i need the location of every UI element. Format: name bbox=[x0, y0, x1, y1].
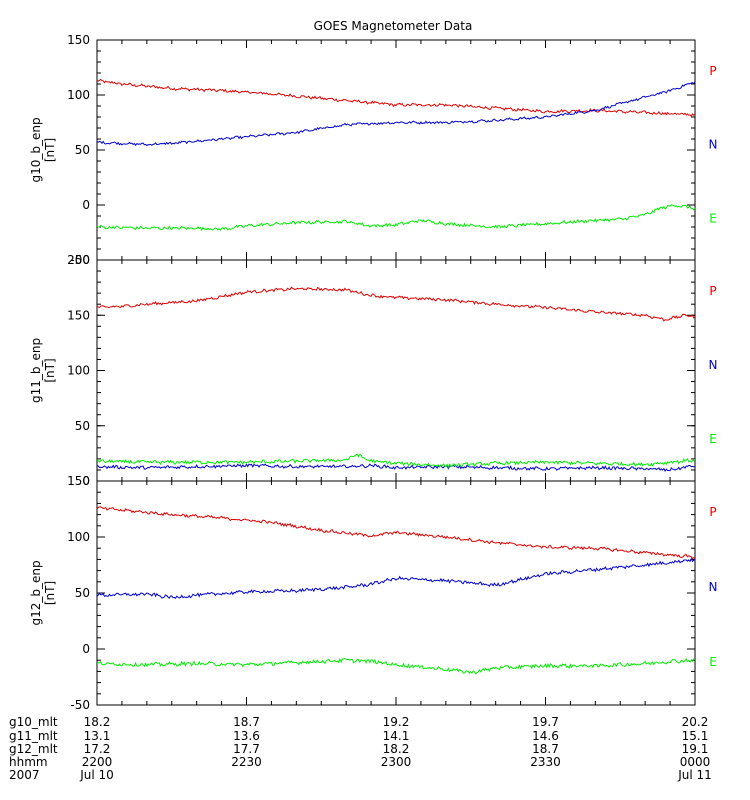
legend-e: E bbox=[709, 432, 717, 446]
y-axis-unit: [nT] bbox=[43, 138, 57, 162]
x-label-value: 2230 bbox=[231, 755, 262, 769]
y-tick-label: 0 bbox=[82, 474, 90, 488]
y-tick-label: 100 bbox=[67, 364, 90, 378]
x-label-value: 13.6 bbox=[233, 729, 260, 743]
y-tick-label: 150 bbox=[67, 474, 90, 488]
y-axis-label: g10_b_enp bbox=[29, 117, 43, 182]
series-line-e bbox=[96, 657, 696, 675]
plot-frame bbox=[96, 39, 696, 261]
series-line-p bbox=[96, 286, 696, 322]
panel-g12: -50 0 50 100 150 g12_b_enp [nT] P N E bbox=[29, 474, 717, 712]
x-label-value: 2300 bbox=[381, 755, 412, 769]
x-label-value: 19.2 bbox=[383, 715, 410, 729]
x-label-row-name: 2007 bbox=[9, 768, 40, 782]
y-tick-label: 50 bbox=[75, 586, 90, 600]
y-tick-label: 200 bbox=[67, 253, 90, 267]
x-label-value: 13.1 bbox=[84, 729, 111, 743]
x-label-value: Jul 11 bbox=[677, 768, 712, 782]
x-label-value: 17.2 bbox=[84, 742, 111, 756]
y-axis-unit: [nT] bbox=[43, 358, 57, 382]
y-tick-label: -50 bbox=[70, 698, 90, 712]
series-line-n bbox=[96, 81, 696, 147]
legend-n: N bbox=[709, 138, 718, 152]
x-label-row-name: g12_mlt bbox=[9, 742, 58, 756]
x-label-value: 18.2 bbox=[383, 742, 410, 756]
y-tick-label: 150 bbox=[67, 33, 90, 47]
plot-frame bbox=[96, 259, 696, 482]
x-label-value: 19.1 bbox=[682, 742, 709, 756]
x-label-value: 0000 bbox=[680, 755, 711, 769]
y-tick-label: 150 bbox=[67, 308, 90, 322]
x-label-value: 2330 bbox=[530, 755, 561, 769]
y-tick-label: 0 bbox=[82, 642, 90, 656]
y-tick-label: 100 bbox=[67, 88, 90, 102]
chart-title: GOES Magnetometer Data bbox=[314, 19, 473, 33]
y-tick-label: 0 bbox=[82, 198, 90, 212]
x-label-value: 20.2 bbox=[682, 715, 709, 729]
series-line-p bbox=[96, 506, 696, 560]
y-tick-label: 50 bbox=[75, 419, 90, 433]
y-axis-label: g11_b_enp bbox=[29, 338, 43, 403]
y-axis-unit: [nT] bbox=[43, 581, 57, 605]
y-axis-label: g12_b_enp bbox=[29, 560, 43, 625]
x-label-value: 15.1 bbox=[682, 729, 709, 743]
y-tick-label: 100 bbox=[67, 530, 90, 544]
x-label-value: 14.6 bbox=[532, 729, 559, 743]
series-line-p bbox=[96, 78, 696, 118]
y-tick-label: -50 bbox=[70, 253, 90, 267]
panel-g11: 0 50 100 150 200 g11_b_enp [nT] P N E bbox=[29, 253, 717, 488]
series-line-e bbox=[96, 204, 696, 232]
x-label-value: 14.1 bbox=[383, 729, 410, 743]
x-label-value: 18.2 bbox=[84, 715, 111, 729]
x-label-row-name: hhmm bbox=[9, 755, 48, 769]
x-label-value: 18.7 bbox=[233, 715, 260, 729]
x-label-value: 19.7 bbox=[532, 715, 559, 729]
legend-n: N bbox=[709, 580, 718, 594]
x-label-value: Jul 10 bbox=[79, 768, 114, 782]
series-line-e bbox=[96, 453, 696, 469]
panel-g10: -50 0 50 100 150 g10_b_enp [nT] P N E bbox=[29, 33, 717, 267]
legend-e: E bbox=[709, 655, 717, 669]
series-line-n bbox=[96, 463, 696, 473]
x-label-value: 2200 bbox=[82, 755, 113, 769]
x-axis-labels: g10_mlt 18.2 18.7 19.2 19.7 20.2 g11_mlt 13.1 13… bbox=[9, 715, 712, 782]
x-label-row-name: g10_mlt bbox=[9, 715, 58, 729]
y-tick-label: 50 bbox=[75, 143, 90, 157]
legend-p: P bbox=[709, 284, 716, 298]
legend-p: P bbox=[709, 64, 716, 78]
legend-n: N bbox=[709, 358, 718, 372]
x-label-value: 17.7 bbox=[233, 742, 260, 756]
legend-p: P bbox=[709, 505, 716, 519]
x-label-row-name: g11_mlt bbox=[9, 729, 58, 743]
series-line-n bbox=[96, 557, 696, 599]
x-label-value: 18.7 bbox=[532, 742, 559, 756]
legend-e: E bbox=[709, 211, 717, 225]
